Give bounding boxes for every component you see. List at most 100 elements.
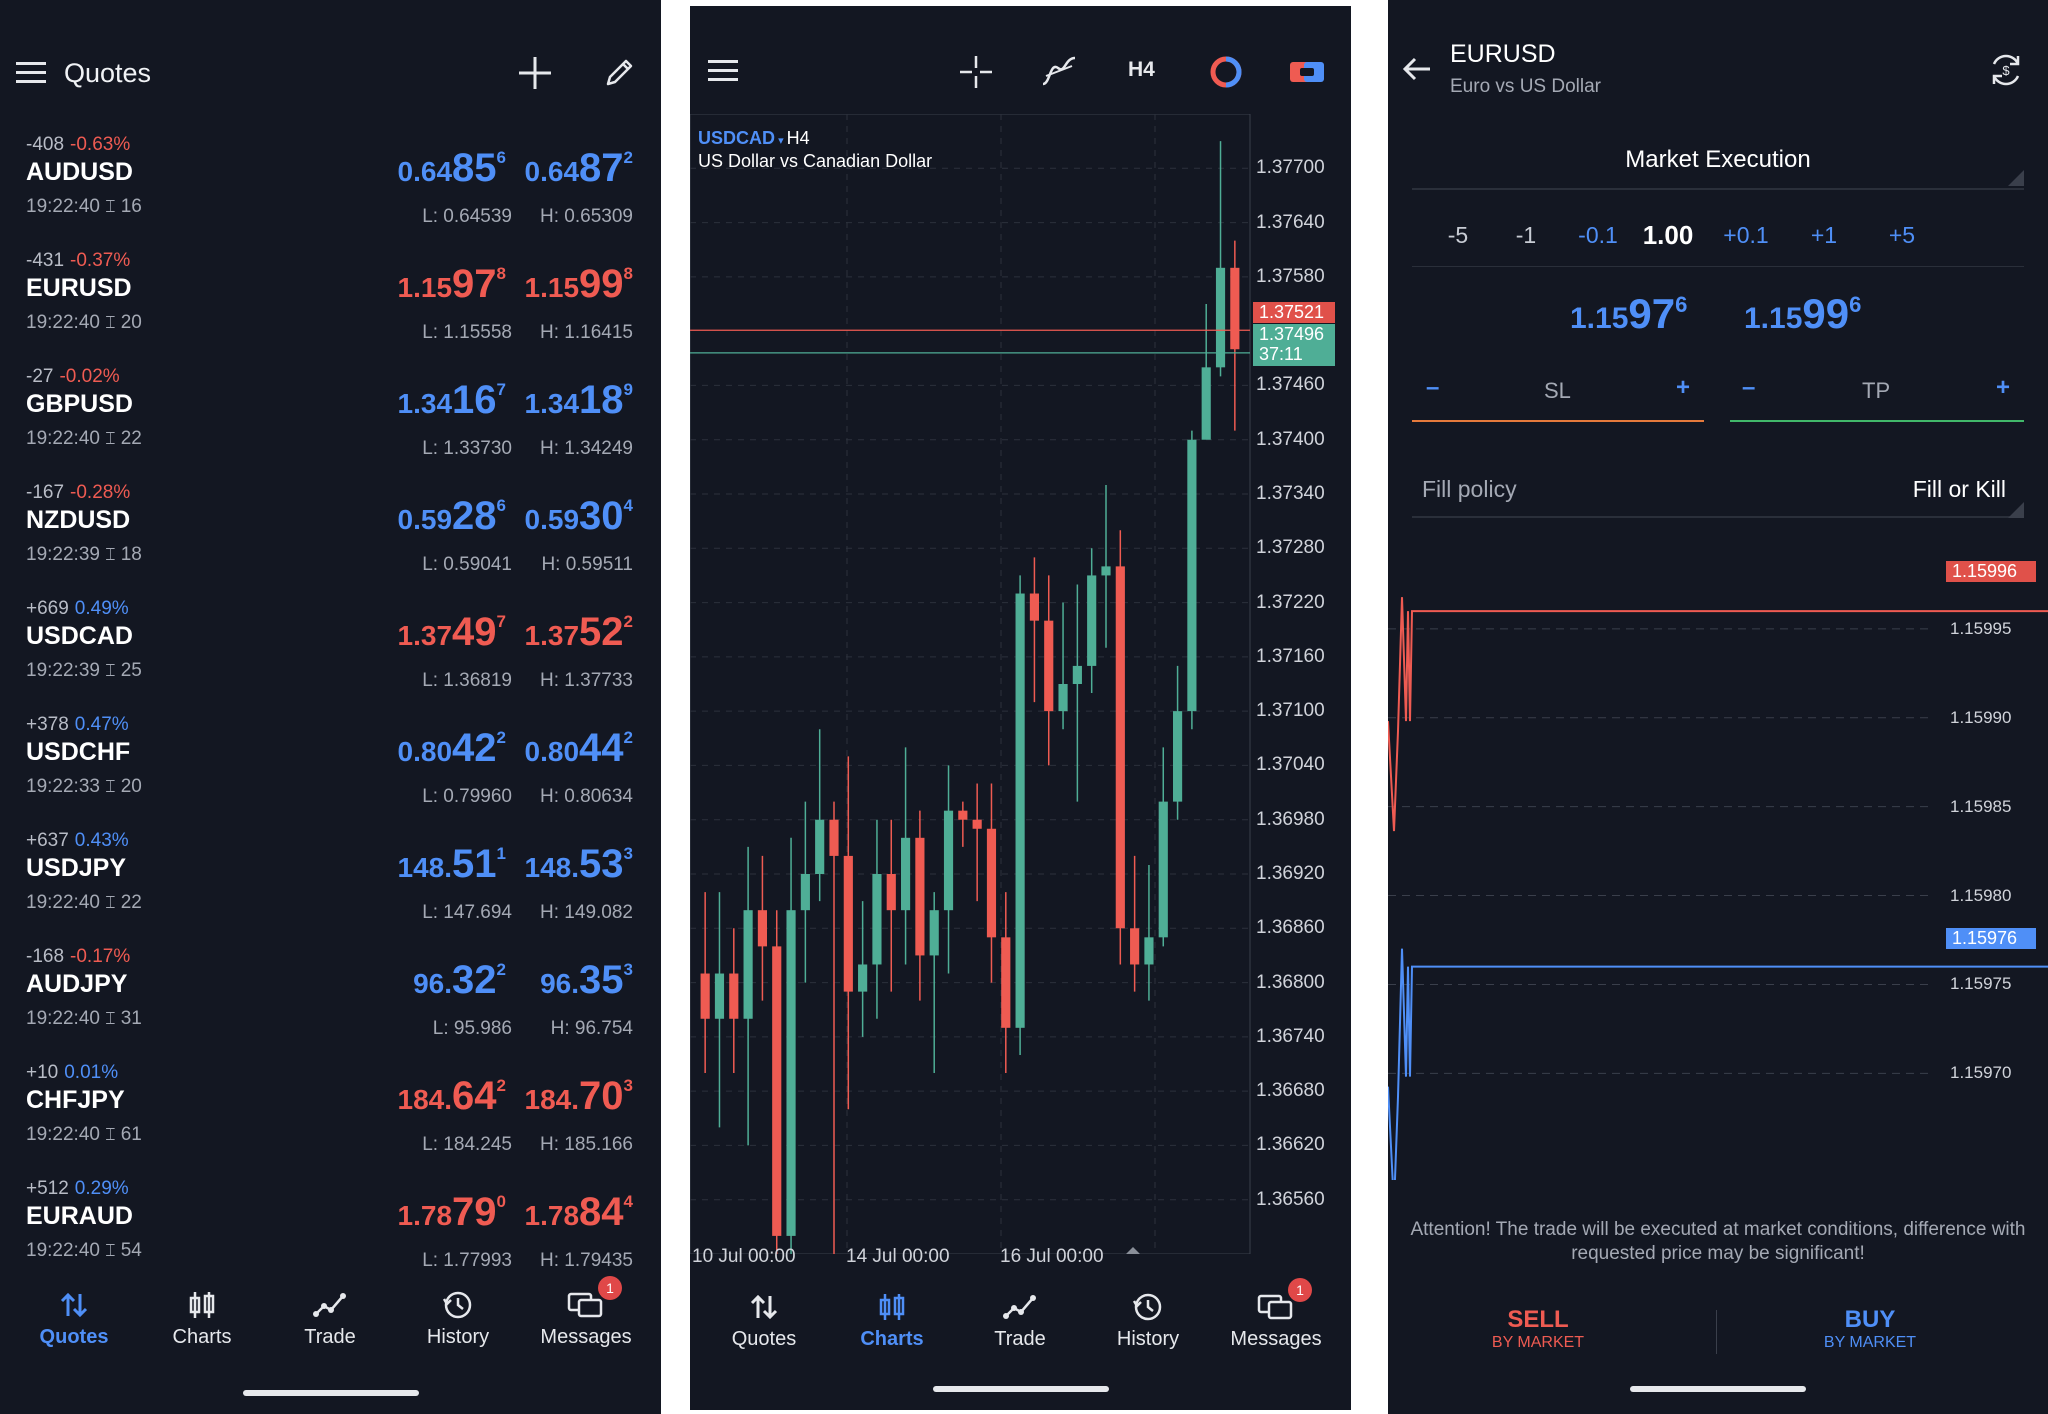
quote-ask[interactable]: 148.533	[524, 842, 633, 886]
volume-step-button[interactable]: -0.1	[1578, 222, 1618, 248]
quote-ask[interactable]: 0.64872	[524, 146, 633, 190]
price-chart[interactable]	[690, 114, 1351, 1254]
quote-ask[interactable]: 0.59304	[524, 494, 633, 538]
home-indicator[interactable]	[933, 1386, 1109, 1392]
nav-trade[interactable]: Trade	[266, 1290, 394, 1349]
tick-chart	[1388, 597, 2048, 1180]
quote-row[interactable]: -431 -0.37% EURUSD 19:22:40 ⌶ 20 1.15978 1.15…	[0, 240, 661, 356]
quote-bid[interactable]: 0.80422	[397, 726, 506, 770]
candle-body	[986, 828, 997, 938]
buy-price[interactable]: 1.15996	[1744, 290, 1862, 337]
quote-row[interactable]: +10 0.01% CHFJPY 19:22:40 ⌶ 61 184.642 184.70…	[0, 1052, 661, 1168]
quote-bid[interactable]: 0.59286	[397, 494, 506, 538]
tick-y-label: 1.15990	[1950, 707, 2012, 727]
quote-row[interactable]: -168 -0.17% AUDJPY 19:22:40 ⌶ 31 96.322 96.35…	[0, 936, 661, 1052]
crosshair-icon[interactable]	[958, 54, 994, 90]
quote-row[interactable]: +669 0.49% USDCAD 19:22:39 ⌶ 25 1.37497 1.375…	[0, 588, 661, 704]
indicators-icon[interactable]	[1040, 54, 1078, 90]
timeframe-button[interactable]: H4	[1128, 58, 1155, 81]
menu-icon[interactable]	[16, 60, 48, 86]
nav-messages[interactable]: Messages 1	[1212, 1278, 1340, 1351]
quote-row[interactable]: +512 0.29% EURAUD 19:22:40 ⌶ 54 1.78790 1.788…	[0, 1168, 661, 1284]
buy-by-market-button[interactable]: BUY BY MARKET	[1780, 1306, 1960, 1352]
divider	[1412, 516, 2024, 518]
nav-messages[interactable]: Messages 1	[522, 1276, 650, 1349]
bid-price-tag: 1.37496 37:11	[1253, 324, 1335, 366]
trade-symbol: EURUSD	[1450, 40, 1556, 68]
back-arrow-icon[interactable]	[1402, 54, 1432, 84]
sell-by-market-button[interactable]: SELL BY MARKET	[1448, 1306, 1628, 1352]
quote-bid[interactable]: 1.15978	[397, 262, 506, 306]
tp-plus-button[interactable]: +	[1996, 374, 2011, 401]
quote-bid[interactable]: 184.642	[397, 1074, 506, 1118]
quote-bid[interactable]: 148.511	[397, 842, 506, 886]
tick-y-label: 1.15980	[1950, 885, 2012, 905]
quote-row[interactable]: -408 -0.63% AUDUSD 19:22:40 ⌶ 16 0.64856 0.64…	[0, 124, 661, 240]
quote-ask[interactable]: 184.703	[524, 1074, 633, 1118]
spread-icon: ⌶	[105, 429, 116, 448]
execution-type-select[interactable]: Market Execution	[1412, 140, 2024, 190]
tp-input[interactable]: TP	[1862, 378, 1891, 403]
volume-step-button[interactable]: +0.1	[1723, 222, 1769, 248]
tp-minus-button[interactable]: –	[1742, 374, 1756, 401]
nav-quotes[interactable]: Quotes	[700, 1292, 828, 1351]
spread-icon: ⌶	[105, 1125, 116, 1144]
candle-body	[958, 810, 968, 820]
volume-step-button[interactable]: -1	[1515, 222, 1537, 248]
quote-ask[interactable]: 0.80442	[524, 726, 633, 770]
sl-input[interactable]: SL	[1544, 378, 1571, 403]
one-click-trading-icon[interactable]	[1288, 54, 1326, 90]
nav-history[interactable]: History	[1084, 1292, 1212, 1351]
quote-high: H: 0.59511	[541, 554, 633, 575]
add-icon[interactable]	[518, 56, 552, 90]
quote-bid[interactable]: 1.78790	[397, 1190, 506, 1234]
nav-quotes[interactable]: Quotes	[10, 1290, 138, 1349]
quote-low: L: 1.15558	[422, 322, 512, 343]
volume-step-button[interactable]: +5	[1888, 222, 1916, 248]
attention-message: Attention! The trade will be executed at…	[1410, 1219, 2026, 1264]
quote-ask[interactable]: 1.15998	[524, 262, 633, 306]
tick-y-label: 1.15985	[1950, 796, 2012, 816]
x-tick-label: 14 Jul 00:00	[846, 1246, 950, 1267]
quote-ask[interactable]: 1.34189	[524, 378, 633, 422]
home-indicator[interactable]	[1630, 1386, 1806, 1392]
quote-ask[interactable]: 1.37522	[524, 610, 633, 654]
quote-bid[interactable]: 0.64856	[397, 146, 506, 190]
fill-policy-select[interactable]: Fill or Kill	[1912, 476, 2006, 502]
nav-trade[interactable]: Trade	[956, 1292, 1084, 1351]
nav-history[interactable]: History	[394, 1290, 522, 1349]
chart-color-scheme-icon[interactable]	[1208, 54, 1244, 90]
chart-period: H4	[786, 128, 810, 148]
quote-bid[interactable]: 1.34167	[397, 378, 506, 422]
quote-symbol: USDCHF	[26, 738, 131, 766]
volume-step-button[interactable]: -5	[1447, 222, 1469, 248]
candle-body	[1044, 620, 1054, 712]
sl-minus-button[interactable]: –	[1426, 374, 1440, 401]
change-symbol-icon[interactable]: $	[1988, 52, 2024, 88]
quote-row[interactable]: -167 -0.28% NZDUSD 19:22:39 ⌶ 18 0.59286 0.59…	[0, 472, 661, 588]
menu-icon[interactable]	[708, 58, 740, 84]
chart-description: US Dollar vs Canadian Dollar	[698, 151, 933, 171]
quote-ask[interactable]: 1.78844	[524, 1190, 633, 1234]
quote-high: H: 96.754	[550, 1018, 633, 1039]
quote-ask[interactable]: 96.353	[540, 958, 633, 1002]
edit-pencil-icon[interactable]	[602, 56, 636, 90]
quote-row[interactable]: -27 -0.02% GBPUSD 19:22:40 ⌶ 22 1.34167 1.341…	[0, 356, 661, 472]
spread-icon: ⌶	[105, 893, 116, 912]
volume-step-button[interactable]: +1	[1810, 222, 1838, 248]
bid-price-value: 1.37496	[1259, 324, 1325, 344]
quote-bid[interactable]: 96.322	[413, 958, 506, 1002]
volume-value[interactable]: 1.00	[1642, 220, 1694, 250]
candle-body	[915, 837, 925, 956]
quote-low: L: 0.79960	[422, 786, 512, 807]
quote-row[interactable]: +378 0.47% USDCHF 19:22:33 ⌶ 20 0.80422 0.804…	[0, 704, 661, 820]
quote-row[interactable]: +637 0.43% USDJPY 19:22:40 ⌶ 22 148.511 148.5…	[0, 820, 661, 936]
candle-body	[1201, 367, 1211, 440]
sl-plus-button[interactable]: +	[1676, 374, 1691, 401]
quote-bid[interactable]: 1.37497	[397, 610, 506, 654]
chart-symbol[interactable]: USDCAD	[698, 128, 776, 148]
sell-price[interactable]: 1.15976	[1570, 290, 1688, 337]
nav-charts[interactable]: Charts	[828, 1292, 956, 1351]
home-indicator[interactable]	[243, 1390, 419, 1396]
nav-charts[interactable]: Charts	[138, 1290, 266, 1349]
